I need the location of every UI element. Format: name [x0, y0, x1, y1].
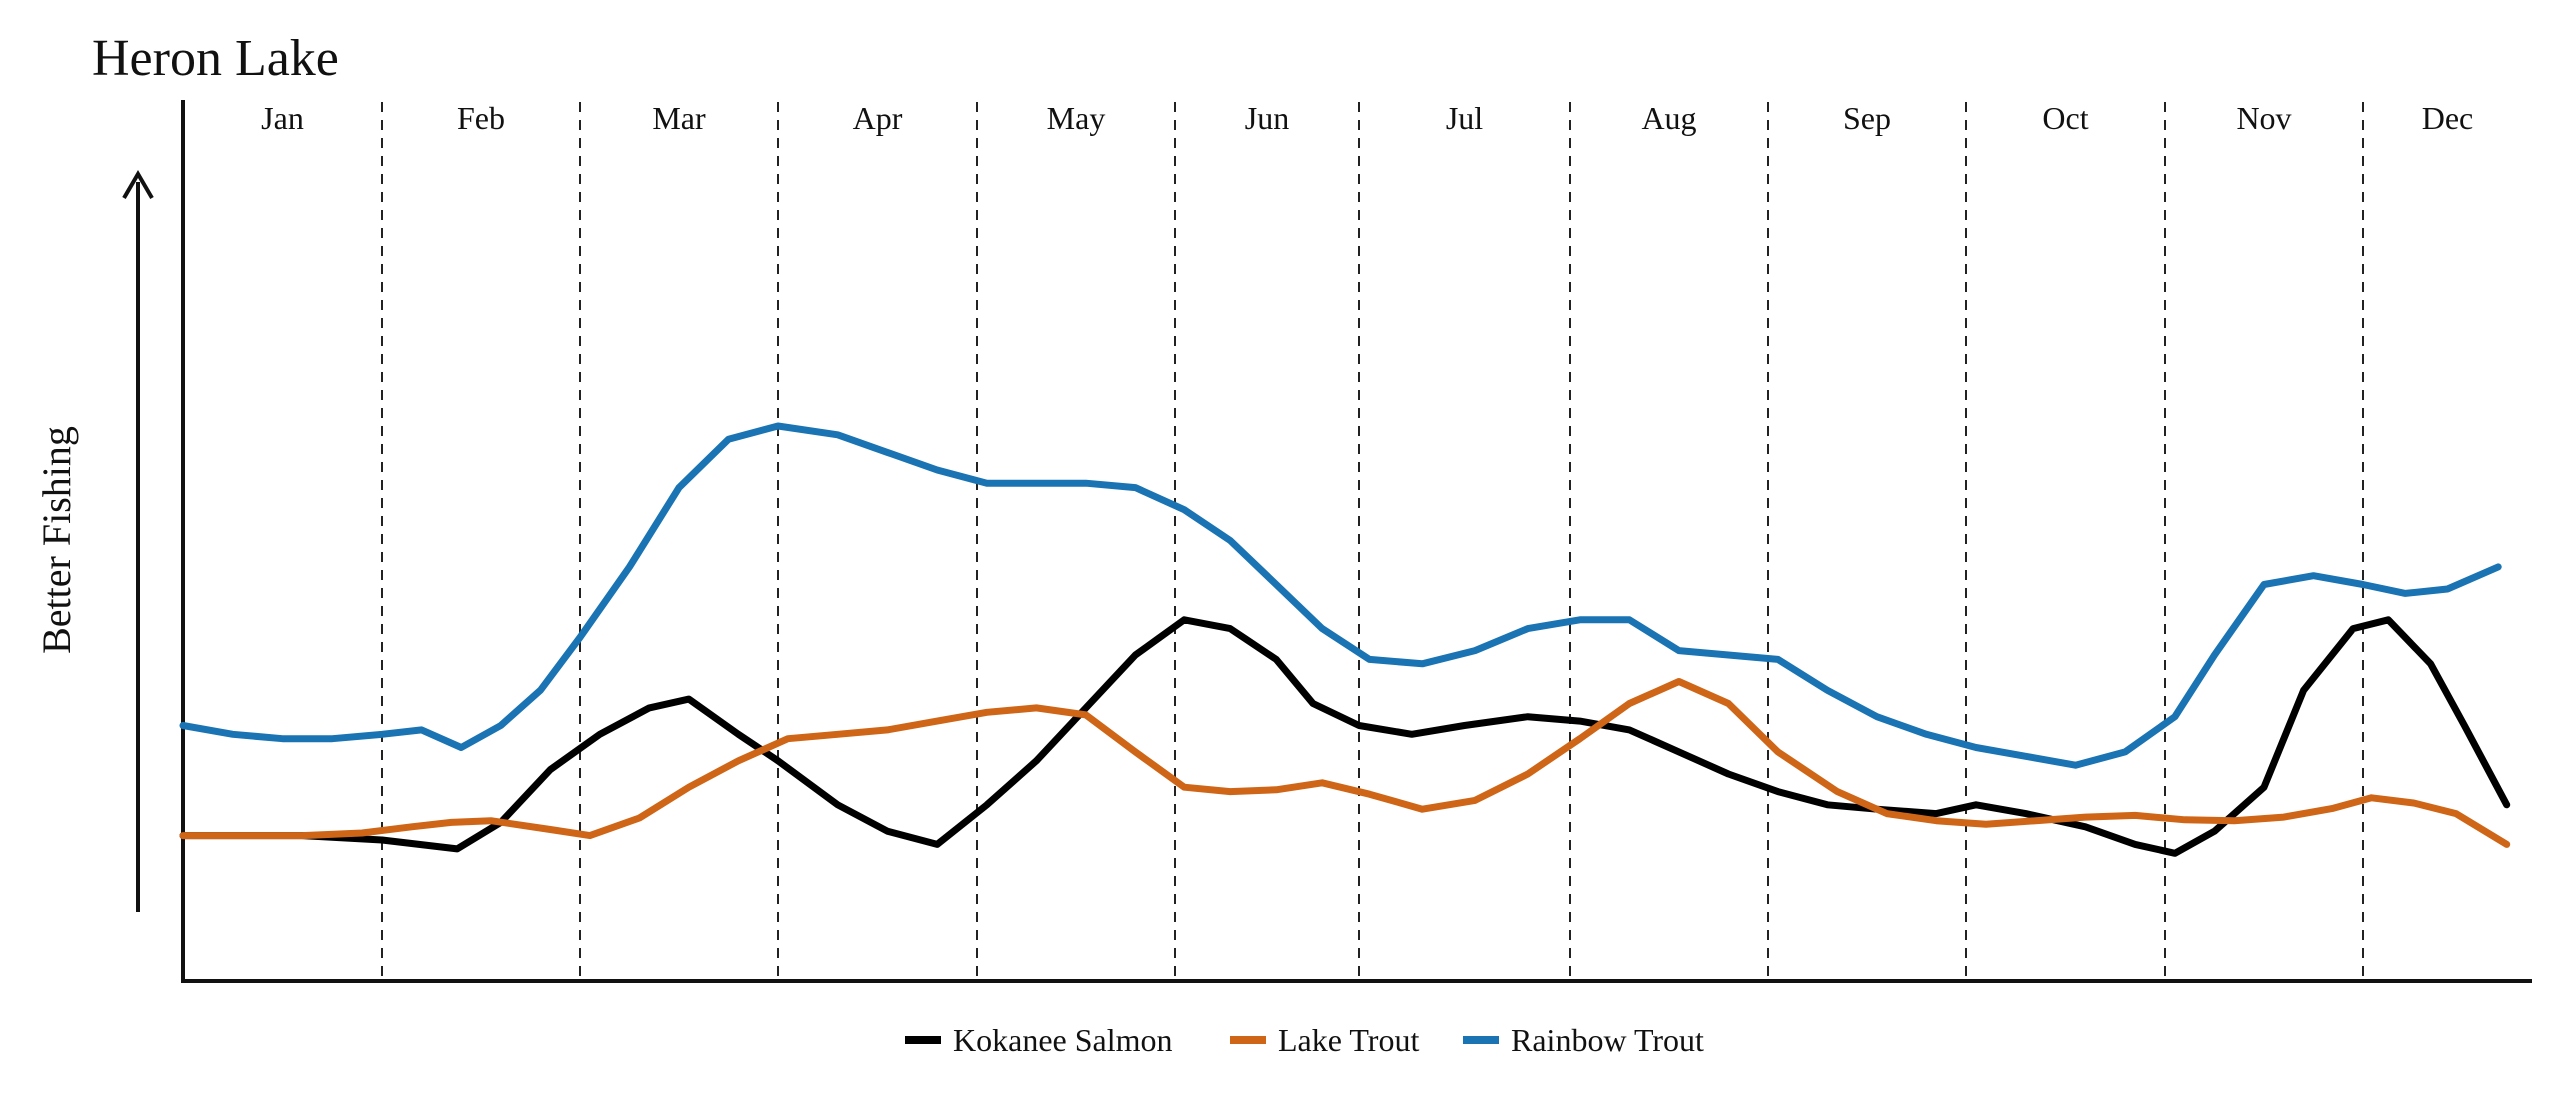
month-label-dec: Dec — [2422, 100, 2474, 136]
month-label-mar: Mar — [652, 100, 706, 136]
legend-label: Kokanee Salmon — [953, 1022, 1173, 1058]
legend-label: Rainbow Trout — [1511, 1022, 1704, 1058]
series-line-lake-trout — [179, 678, 2511, 848]
better-fishing-arrow — [122, 170, 154, 912]
series-line-kokanee-salmon — [179, 616, 2511, 857]
series-lines — [179, 422, 2511, 857]
month-label-jun: Jun — [1245, 100, 1289, 136]
month-label-feb: Feb — [457, 100, 505, 136]
y-axis-label: Better Fishing — [34, 426, 79, 654]
month-label-oct: Oct — [2042, 100, 2088, 136]
month-labels: Jan Feb Mar Apr May Jun Jul Aug Sep Oct Nov Dec — [261, 100, 2473, 136]
month-label-jan: Jan — [261, 100, 304, 136]
month-label-nov: Nov — [2236, 100, 2291, 136]
month-dividers — [381, 102, 2364, 980]
series-line-rainbow-trout — [179, 422, 2502, 769]
month-label-aug: Aug — [1641, 100, 1696, 136]
legend-label: Lake Trout — [1278, 1022, 1419, 1058]
month-label-sep: Sep — [1843, 100, 1891, 136]
month-label-jul: Jul — [1446, 100, 1483, 136]
legend: Kokanee Salmon Lake Trout Rainbow Trout — [905, 1022, 1704, 1058]
month-label-may: May — [1047, 100, 1106, 136]
chart-title: Heron Lake — [92, 30, 339, 87]
month-label-apr: Apr — [853, 100, 903, 136]
